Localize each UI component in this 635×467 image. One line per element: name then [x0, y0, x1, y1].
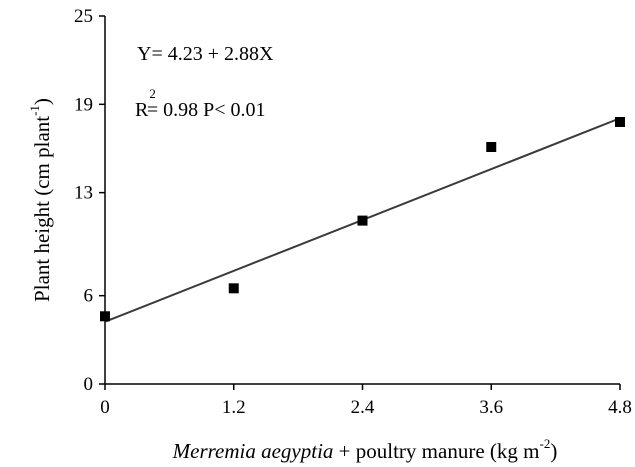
y-axis-title-main: Plant height (cm plant — [30, 116, 54, 302]
r-label: R — [135, 99, 149, 121]
data-point — [486, 142, 497, 153]
y-axis-title-close: ) — [30, 98, 54, 105]
x-tick-label: 2.4 — [351, 397, 375, 418]
x-tick-label: 4.8 — [608, 397, 632, 418]
data-point — [100, 311, 110, 322]
x-tick-label: 0 — [100, 397, 110, 418]
data-points — [100, 116, 625, 322]
y-tick-label: 0 — [84, 374, 94, 395]
x-axis-title-close: ) — [550, 439, 557, 463]
y-tick-label: 19 — [74, 94, 93, 115]
y-tick-label: 6 — [84, 286, 94, 307]
x-tick-label: 1.2 — [222, 397, 246, 418]
regression-equation: Y= 4.23 + 2.88X — [137, 43, 274, 65]
data-point — [615, 116, 625, 127]
r-squared-text: = 0.98 P< 0.01 — [147, 99, 266, 121]
y-tick-label: 25 — [74, 6, 93, 27]
x-ticks: 0 1.2 2.4 3.6 4.8 — [100, 384, 632, 418]
r-squared-annotation: R2 = 0.98 P< 0.01 — [135, 86, 266, 121]
y-ticks: 0 6 13 19 25 — [74, 6, 105, 395]
x-axis-title-sup: -2 — [539, 436, 550, 451]
y-tick-label: 13 — [74, 183, 93, 204]
data-point — [357, 215, 368, 226]
data-point — [228, 283, 239, 294]
x-axis-title: Merremia aegyptia + poultry manure (kg m… — [172, 436, 558, 463]
x-axis-title-rest: + poultry manure (kg m — [333, 439, 539, 463]
axes — [104, 16, 620, 385]
x-tick-label: 3.6 — [479, 397, 503, 418]
y-axis-title: Plant height (cm plant-1) — [27, 98, 54, 302]
y-axis-title-sup: -1 — [27, 105, 42, 116]
x-axis-title-italic: Merremia aegyptia — [172, 439, 334, 463]
r-superscript: 2 — [149, 86, 156, 101]
